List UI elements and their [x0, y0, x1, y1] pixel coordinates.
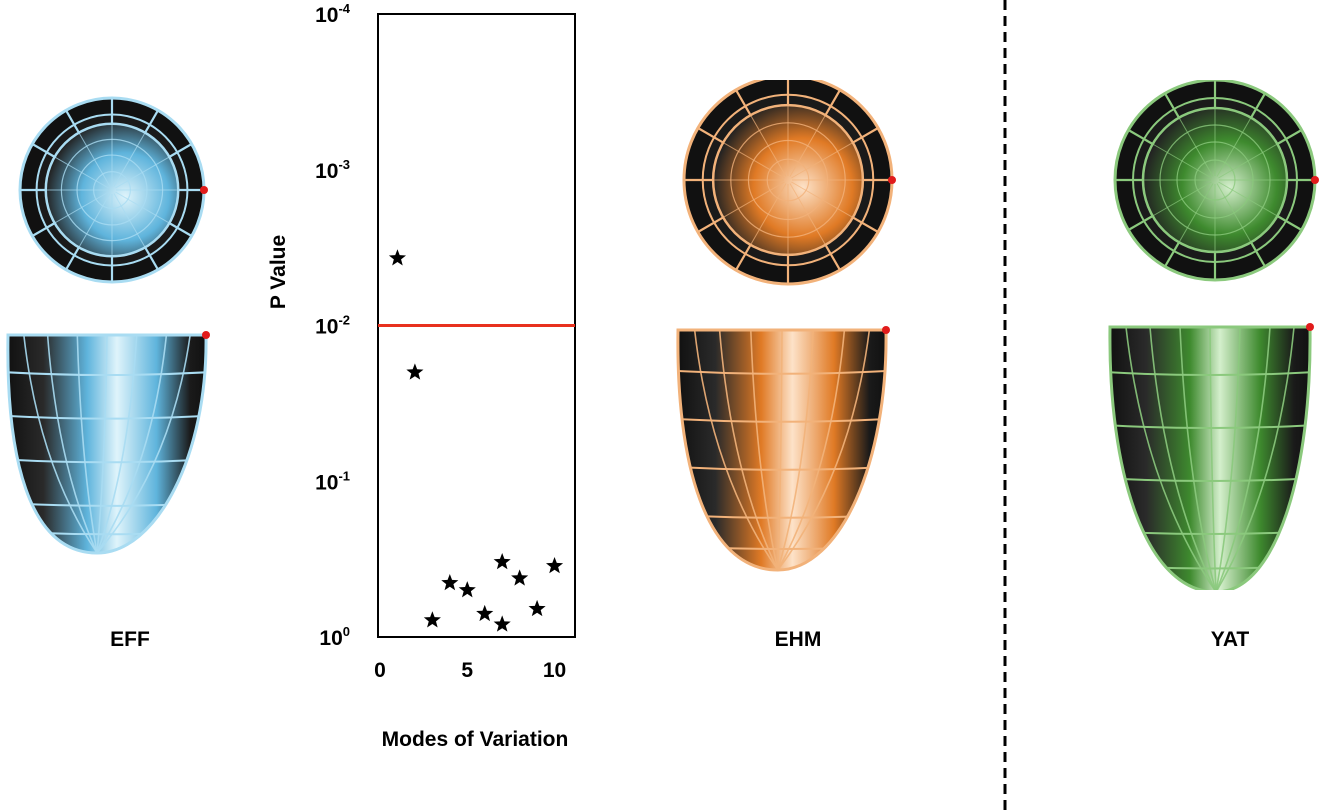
ehm-heart-model	[676, 80, 896, 572]
ehm-label: EHM	[774, 628, 822, 651]
star-point	[423, 611, 441, 628]
star-point	[545, 556, 564, 574]
y-tick-label: 100	[319, 624, 350, 650]
star-point	[493, 553, 511, 570]
star-point	[511, 569, 529, 586]
yat-label: YAT	[1210, 628, 1250, 651]
ehm-side-view	[676, 326, 890, 572]
dashed-divider	[1003, 0, 1007, 812]
y-axis-label: P Value	[267, 235, 290, 309]
landmark-marker	[888, 176, 896, 184]
star-point	[441, 573, 459, 591]
ehm-top-view	[682, 80, 896, 286]
eff-top-view	[18, 96, 208, 284]
star-point	[458, 581, 476, 598]
yat-top-view	[1113, 80, 1319, 282]
star-point	[493, 615, 511, 632]
landmark-marker	[1311, 176, 1319, 184]
landmark-marker	[200, 186, 208, 194]
landmark-marker	[882, 326, 890, 334]
star-point	[388, 249, 407, 266]
star-point	[528, 599, 546, 617]
landmark-marker	[202, 331, 210, 339]
star-point	[476, 604, 494, 622]
y-tick-label: 10-1	[315, 468, 350, 494]
eff-heart-model	[6, 96, 210, 555]
eff-side-view	[6, 331, 210, 555]
eff-label: EFF	[110, 628, 150, 651]
yat-side-view	[1108, 323, 1314, 590]
star-point	[406, 363, 424, 380]
x-tick-label: 5	[461, 659, 473, 682]
x-tick-label: 10	[543, 659, 566, 682]
p-value-chart: 10-4 10-3 10-2 10-1 100 0 5 10 P Value Modes o…	[267, 1, 576, 751]
landmark-marker	[1306, 323, 1314, 331]
x-axis-label: Modes of Variation	[382, 728, 569, 751]
yat-heart-model	[1108, 80, 1319, 590]
y-tick-label: 10-2	[315, 313, 350, 339]
y-tick-label: 10-3	[315, 157, 350, 183]
x-tick-label: 0	[374, 659, 386, 682]
y-tick-label: 10-4	[315, 1, 351, 27]
